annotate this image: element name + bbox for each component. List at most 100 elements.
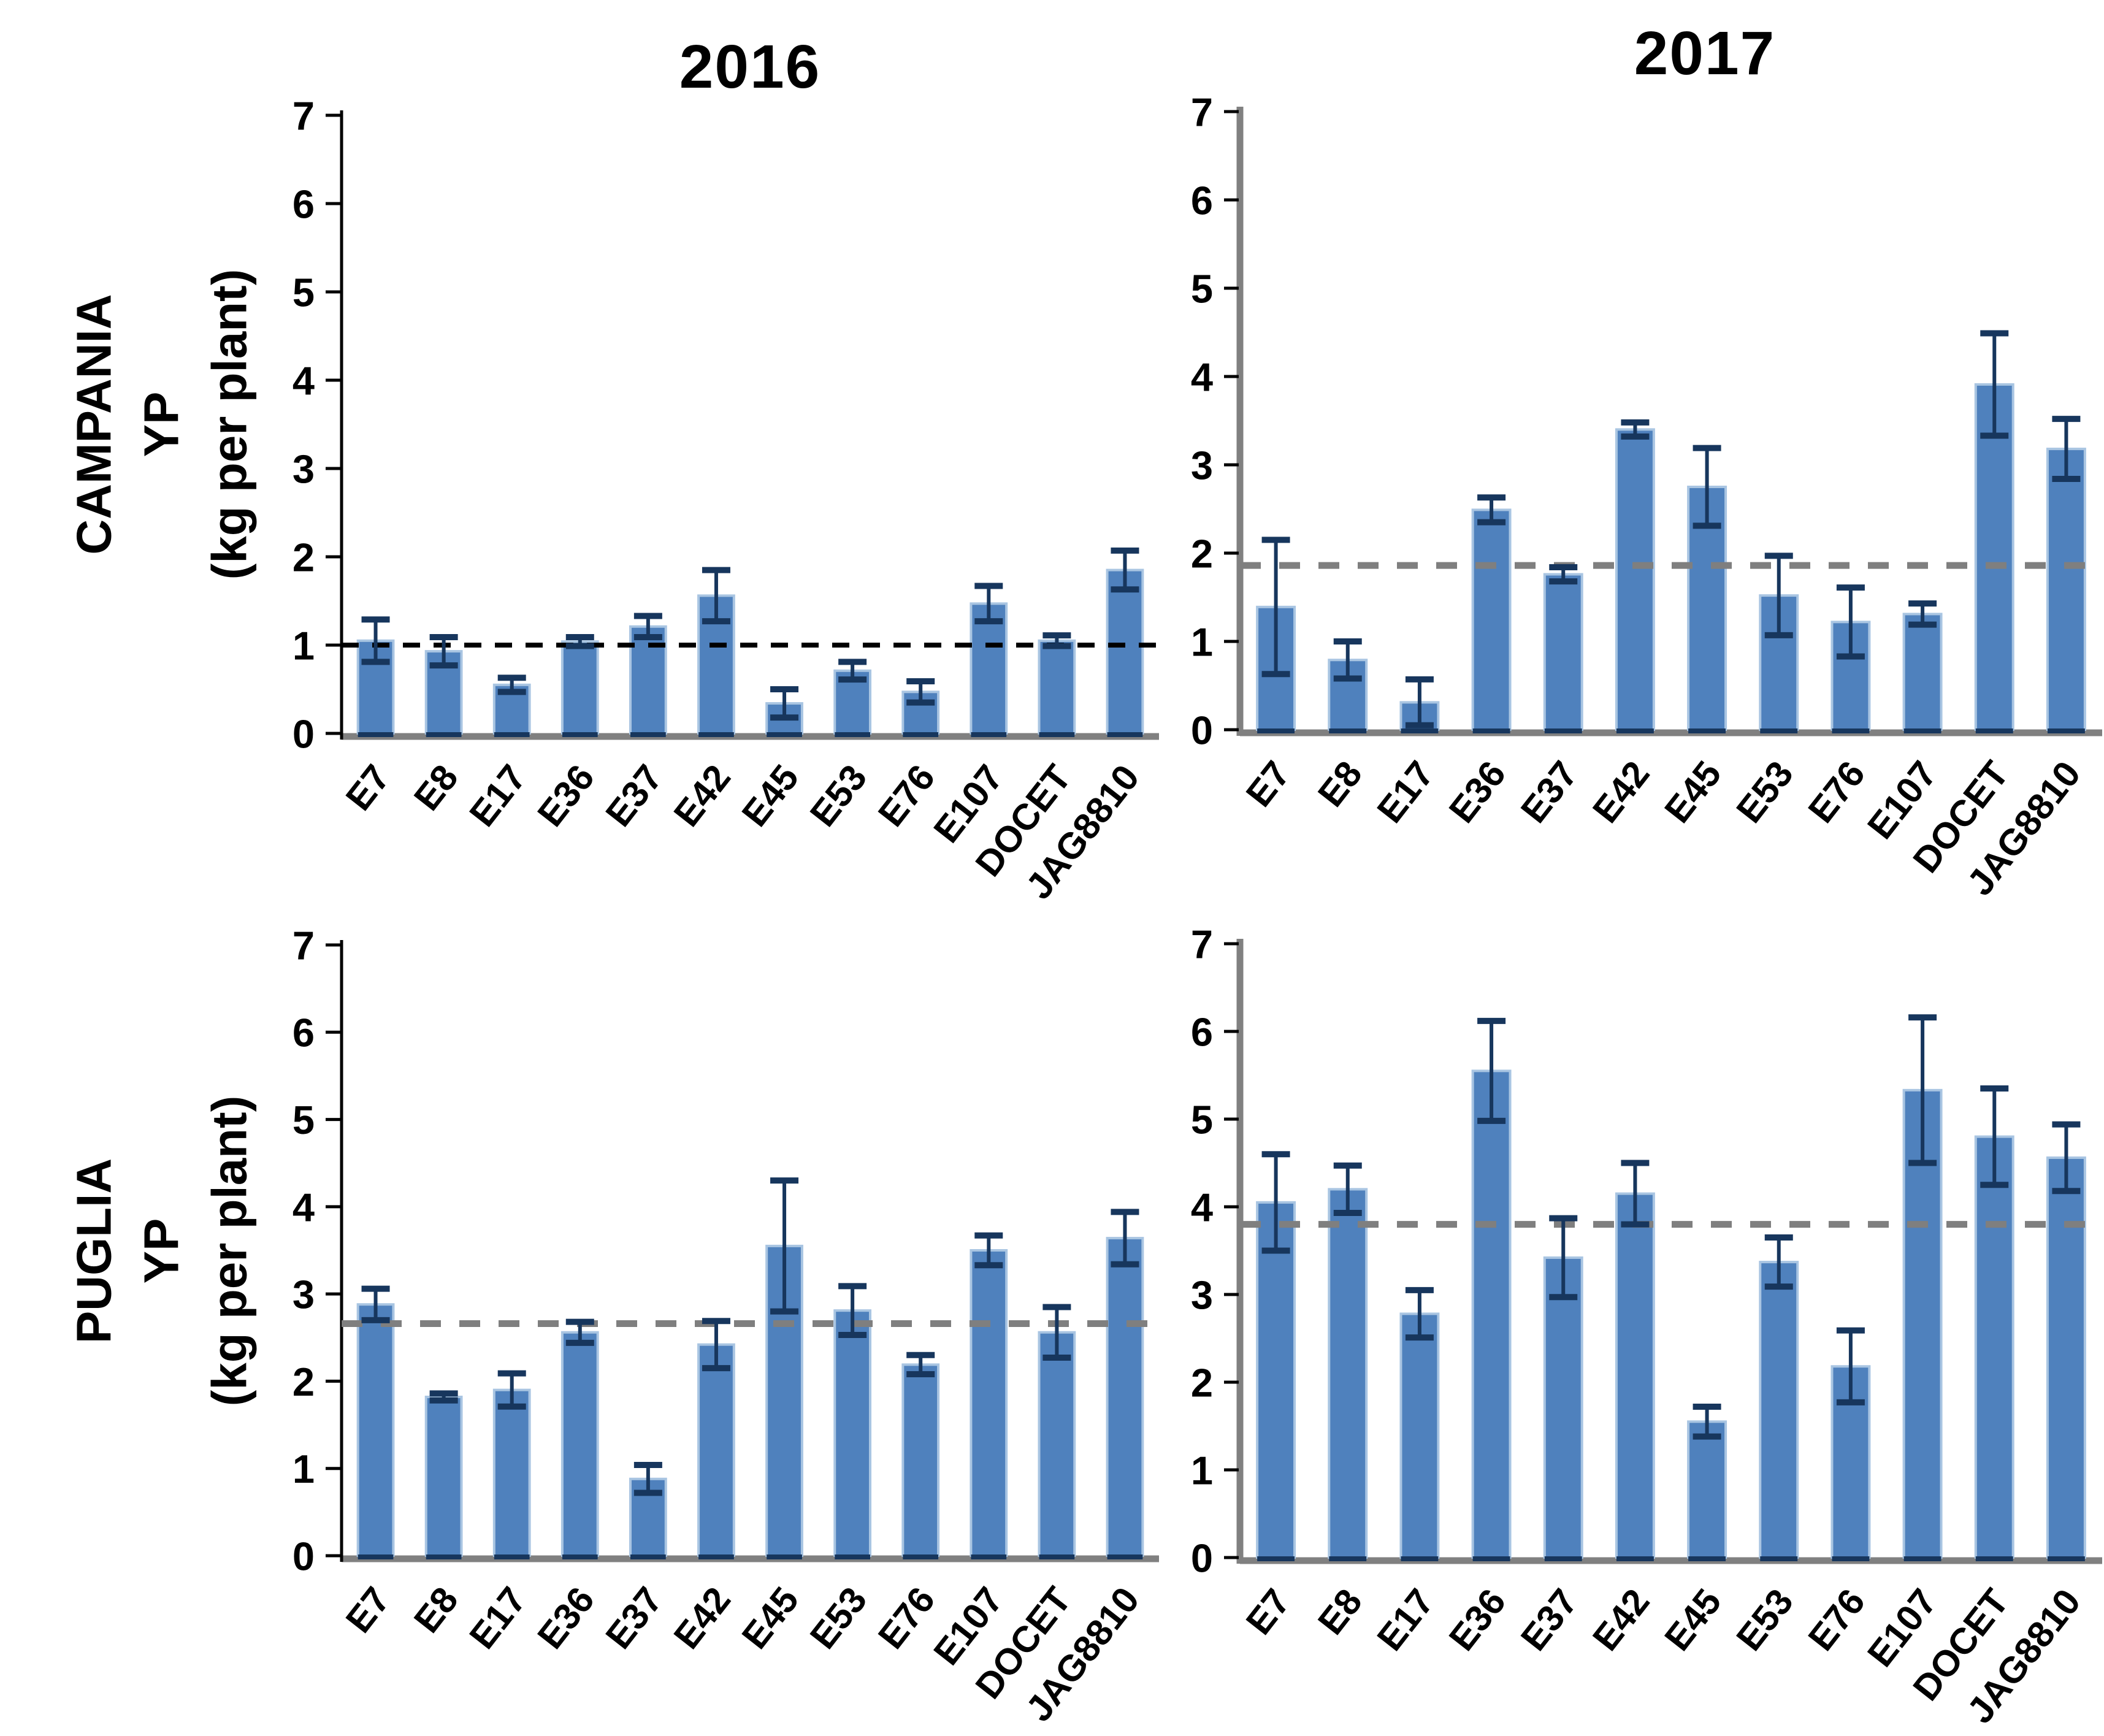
bar-puglia-2017-E8	[1328, 1188, 1368, 1559]
bar-puglia-2016-E7	[356, 1303, 395, 1557]
x-category-label-puglia-2017-E36: E36	[1441, 1581, 1514, 1658]
y-tick-label-puglia-2017-6: 6	[1191, 1009, 1213, 1054]
y-tick-label-puglia-2016-4: 4	[293, 1185, 315, 1229]
x-category-label-campania-2017-E17: E17	[1369, 754, 1442, 830]
y-tick-label-puglia-2017-3: 3	[1191, 1272, 1213, 1317]
x-category-label-puglia-2016-E53: E53	[802, 1580, 875, 1656]
x-category-label-campania-2017-E8: E8	[1310, 754, 1370, 814]
x-category-label-puglia-2017-E45: E45	[1656, 1581, 1729, 1658]
bar-campania-2016-JAG8810	[1106, 568, 1144, 735]
y-tick-label-puglia-2016-6: 6	[293, 1011, 315, 1055]
x-category-label-puglia-2016-E45: E45	[734, 1580, 807, 1656]
bar-puglia-2016-E45	[765, 1244, 803, 1558]
y-tick-label-puglia-2016-7: 7	[293, 923, 315, 968]
bar-puglia-2016-E36	[560, 1331, 599, 1557]
bar-puglia-2017-DOCET	[1974, 1135, 2014, 1559]
bar-campania-2017-JAG8810	[2046, 448, 2086, 732]
bar-campania-2017-E107	[1902, 613, 1943, 731]
x-category-label-puglia-2016-E7: E7	[338, 1580, 398, 1640]
x-category-label-campania-2016-E17: E17	[461, 757, 534, 834]
x-category-label-campania-2016-E36: E36	[530, 757, 603, 834]
x-category-label-campania-2016-E8: E8	[406, 757, 466, 818]
y-tick-label-puglia-2016-5: 5	[293, 1098, 315, 1142]
y-tick-label-campania-2017-1: 1	[1191, 619, 1213, 664]
y-tick-label-puglia-2017-4: 4	[1191, 1185, 1213, 1229]
x-category-label-campania-2017-E42: E42	[1585, 754, 1658, 830]
y-tick-label-puglia-2016-3: 3	[293, 1272, 315, 1317]
y-tick-label-campania-2016-4: 4	[293, 358, 315, 403]
y-tick-label-campania-2017-7: 7	[1191, 90, 1213, 134]
bar-puglia-2017-E42	[1615, 1192, 1655, 1559]
y-tick-label-campania-2016-3: 3	[293, 446, 315, 491]
bar-puglia-2017-E7	[1256, 1201, 1296, 1559]
y-tick-label-campania-2017-6: 6	[1191, 178, 1213, 223]
bar-puglia-2016-E76	[901, 1363, 940, 1557]
y-tick-label-puglia-2017-0: 0	[1191, 1535, 1213, 1580]
y-tick-label-campania-2016-6: 6	[293, 182, 315, 226]
y-tick-label-campania-2017-4: 4	[1191, 354, 1213, 399]
y-tick-label-campania-2017-2: 2	[1191, 531, 1213, 576]
x-category-label-campania-2017-E7: E7	[1238, 754, 1298, 814]
y-tick-label-campania-2016-0: 0	[293, 711, 315, 756]
x-category-label-puglia-2016-E37: E37	[598, 1580, 671, 1656]
bar-puglia-2017-E37	[1543, 1256, 1583, 1559]
bar-puglia-2016-E17	[492, 1388, 531, 1558]
x-category-label-puglia-2017-E42: E42	[1585, 1581, 1658, 1658]
bar-campania-2016-E36	[560, 640, 599, 735]
bar-puglia-2016-E107	[970, 1249, 1008, 1557]
bar-puglia-2016-E53	[833, 1309, 872, 1558]
y-tick-label-puglia-2017-1: 1	[1191, 1448, 1213, 1493]
x-category-label-puglia-2017-E7: E7	[1238, 1581, 1298, 1642]
bar-campania-2016-E37	[629, 625, 667, 735]
y-tick-label-puglia-2016-2: 2	[293, 1359, 315, 1404]
y-tick-label-campania-2017-5: 5	[1191, 266, 1213, 311]
bar-puglia-2017-E36	[1471, 1069, 1512, 1559]
bar-puglia-2016-E8	[424, 1396, 463, 1558]
y-tick-label-campania-2017-3: 3	[1191, 443, 1213, 488]
y-tick-label-puglia-2016-1: 1	[293, 1447, 315, 1491]
x-category-label-campania-2017-E37: E37	[1513, 754, 1586, 830]
x-category-label-campania-2017-E45: E45	[1656, 754, 1729, 830]
x-category-label-puglia-2017-E17: E17	[1369, 1581, 1442, 1658]
x-category-label-campania-2016-E42: E42	[666, 757, 739, 834]
bar-puglia-2016-E42	[697, 1343, 735, 1557]
column-title-2016: 2016	[679, 33, 821, 101]
y-tick-label-puglia-2017-5: 5	[1191, 1097, 1213, 1142]
bar-campania-2016-DOCET	[1038, 639, 1076, 735]
x-category-label-campania-2017-E53: E53	[1728, 754, 1801, 830]
y-tick-label-campania-2016-7: 7	[293, 93, 315, 138]
x-category-label-puglia-2016-E17: E17	[461, 1580, 534, 1656]
bar-puglia-2017-JAG8810	[2046, 1156, 2086, 1559]
x-category-label-campania-2017-E36: E36	[1441, 754, 1514, 830]
y-tick-label-campania-2017-0: 0	[1191, 708, 1213, 752]
x-category-label-puglia-2017-E8: E8	[1310, 1581, 1370, 1642]
bar-puglia-2017-E53	[1759, 1261, 1799, 1559]
x-category-label-campania-2016-E7: E7	[338, 757, 398, 818]
y-tick-label-puglia-2017-2: 2	[1191, 1360, 1213, 1405]
x-category-label-campania-2016-E53: E53	[802, 757, 875, 834]
x-category-label-puglia-2016-E36: E36	[530, 1580, 603, 1656]
x-category-label-puglia-2017-E53: E53	[1728, 1581, 1801, 1658]
bar-puglia-2016-DOCET	[1038, 1331, 1076, 1557]
y-tick-label-puglia-2017-7: 7	[1191, 922, 1213, 966]
y-tick-label-campania-2016-1: 1	[293, 623, 315, 668]
bar-puglia-2017-E76	[1830, 1365, 1871, 1559]
x-category-label-puglia-2016-E8: E8	[406, 1580, 466, 1640]
bar-puglia-2017-E45	[1687, 1420, 1727, 1559]
x-category-label-puglia-2017-E37: E37	[1513, 1581, 1586, 1658]
column-title-2017: 2017	[1634, 19, 1776, 88]
y-tick-label-campania-2016-5: 5	[293, 270, 315, 315]
x-category-label-campania-2016-E37: E37	[598, 757, 671, 834]
bar-campania-2017-E37	[1543, 573, 1583, 731]
bar-puglia-2017-E107	[1902, 1088, 1943, 1559]
bar-campania-2017-E42	[1615, 428, 1655, 732]
x-category-label-campania-2016-E45: E45	[734, 757, 807, 834]
y-tick-label-puglia-2016-0: 0	[293, 1534, 315, 1578]
x-category-label-puglia-2016-E42: E42	[666, 1580, 739, 1656]
y-tick-label-campania-2016-2: 2	[293, 535, 315, 579]
bar-puglia-2017-E17	[1399, 1312, 1440, 1559]
bar-puglia-2016-JAG8810	[1106, 1237, 1144, 1557]
bar-campania-2017-E36	[1471, 508, 1512, 731]
